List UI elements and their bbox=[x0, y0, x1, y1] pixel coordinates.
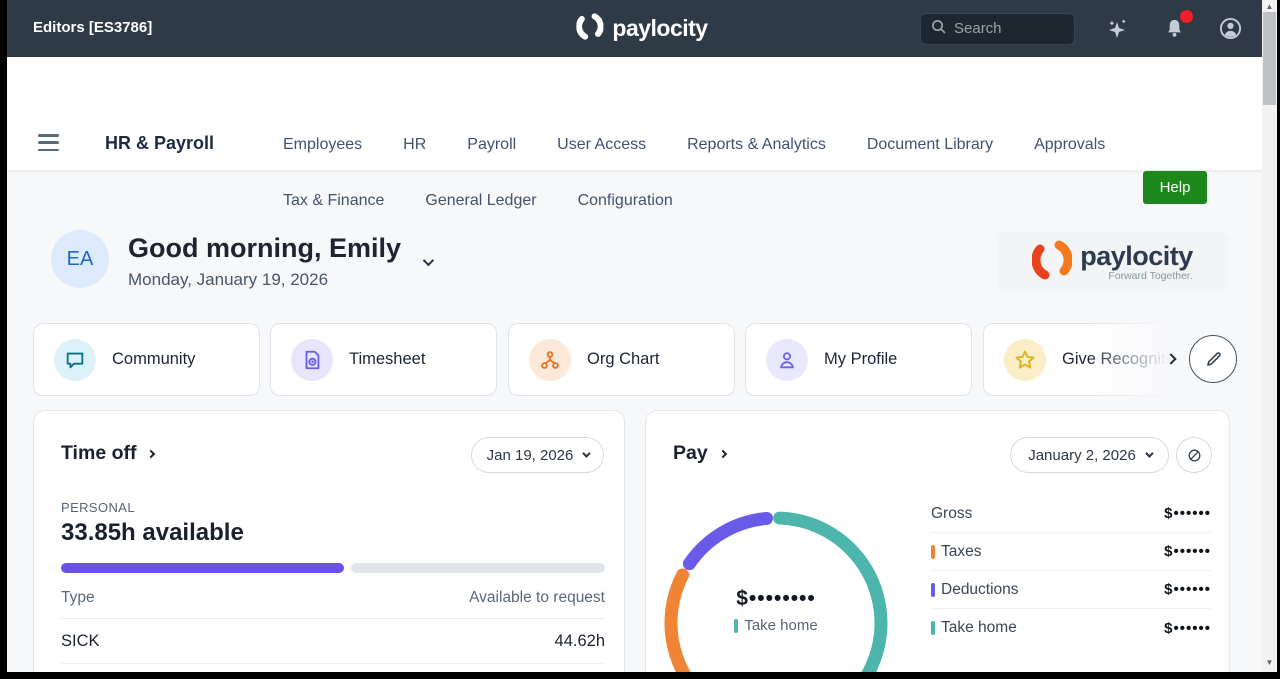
donut-center: $•••••••• Take home bbox=[646, 587, 906, 634]
scrollbar-thumb[interactable] bbox=[1263, 12, 1276, 105]
progress-fill bbox=[61, 563, 344, 573]
column-available: Available to request bbox=[469, 589, 605, 606]
table-row-unpaid: UNPAID 0.00h bbox=[61, 664, 605, 672]
time-off-title-link[interactable]: Time off bbox=[61, 442, 156, 465]
edit-quick-links-button[interactable] bbox=[1189, 335, 1237, 383]
nav-item-document-library[interactable]: Document Library bbox=[866, 136, 994, 153]
scroll-down-arrow[interactable]: ▼ bbox=[1265, 658, 1274, 667]
nav-item-payroll[interactable]: Payroll bbox=[467, 136, 517, 153]
nav-item-general-ledger[interactable]: General Ledger bbox=[425, 192, 537, 209]
time-off-date-dropdown[interactable]: Jan 19, 2026 bbox=[471, 437, 604, 473]
environment-label: Editors [ES3786] bbox=[33, 19, 153, 36]
help-button[interactable]: Help bbox=[1143, 171, 1207, 204]
hide-amounts-toggle[interactable] bbox=[1176, 437, 1212, 473]
pay-date-dropdown[interactable]: January 2, 2026 bbox=[1010, 437, 1169, 473]
chevron-right-icon bbox=[147, 449, 156, 458]
chevron-down-icon bbox=[1144, 449, 1154, 458]
progress-rest bbox=[350, 563, 605, 573]
nav-title: HR & Payroll bbox=[105, 133, 215, 153]
browser-viewport: Editors [ES3786] paylocity bbox=[7, 0, 1277, 672]
nav-item-employees[interactable]: Employees bbox=[283, 136, 363, 153]
pay-title-link[interactable]: Pay bbox=[673, 442, 727, 465]
legend-row-deductions: Deductions $•••••• bbox=[931, 571, 1211, 609]
quick-link-my-profile[interactable]: My Profile bbox=[745, 323, 972, 396]
account-icon[interactable] bbox=[1217, 16, 1243, 42]
hamburger-menu-icon[interactable] bbox=[38, 134, 59, 151]
paylocity-swirl-orange-icon bbox=[1031, 240, 1073, 285]
ai-sparkle-icon[interactable] bbox=[1105, 16, 1131, 42]
paylocity-wordmark: paylocity bbox=[612, 15, 708, 41]
column-type: Type bbox=[61, 589, 95, 606]
nav-item-approvals[interactable]: Approvals bbox=[1034, 136, 1106, 153]
pay-legend: Gross $•••••• Taxes $•••••• Deductions $… bbox=[931, 495, 1211, 647]
nav-item-configuration[interactable]: Configuration bbox=[577, 192, 673, 209]
star-icon bbox=[1004, 338, 1046, 381]
nav-item-hr[interactable]: HR bbox=[403, 136, 427, 153]
quick-link-timesheet[interactable]: Timesheet bbox=[270, 323, 497, 396]
time-off-progress-bar bbox=[61, 563, 605, 573]
scrollbar[interactable]: ▲ ▼ bbox=[1262, 0, 1277, 672]
taxes-tick bbox=[931, 544, 935, 559]
paylocity-logo: paylocity bbox=[576, 0, 708, 57]
user-avatar: EA bbox=[51, 230, 109, 288]
time-off-available: 33.85h available bbox=[61, 519, 244, 546]
brand-card-tagline: Forward Together. bbox=[1108, 269, 1193, 282]
deductions-tick bbox=[931, 582, 935, 597]
brand-card-wordmark: paylocity bbox=[1080, 240, 1193, 271]
pay-donut-chart bbox=[646, 493, 906, 672]
time-off-table: Type Available to request SICK 44.62h UN… bbox=[61, 589, 605, 672]
paylocity-brand-card: paylocity Forward Together. bbox=[997, 232, 1228, 292]
legend-row-gross: Gross $•••••• bbox=[931, 495, 1211, 533]
quick-link-community[interactable]: Community bbox=[33, 323, 260, 396]
nav-item-user-access[interactable]: User Access bbox=[557, 136, 647, 153]
nav-item-tax-finance[interactable]: Tax & Finance bbox=[283, 192, 385, 209]
time-off-category: PERSONAL bbox=[61, 500, 136, 515]
notification-badge bbox=[1180, 9, 1193, 23]
chat-bubble-icon bbox=[54, 338, 96, 381]
search-icon bbox=[931, 19, 946, 39]
take-home-tick bbox=[734, 618, 739, 633]
notifications-bell-icon[interactable] bbox=[1161, 9, 1193, 42]
legend-row-taxes: Taxes $•••••• bbox=[931, 533, 1211, 571]
greeting-date: Monday, January 19, 2026 bbox=[128, 270, 329, 289]
search-box[interactable] bbox=[920, 12, 1075, 45]
main-nav: HR & Payroll Employees HR Payroll User A… bbox=[7, 57, 1277, 209]
person-icon bbox=[766, 338, 808, 381]
scroll-up-arrow[interactable]: ▲ bbox=[1265, 2, 1274, 11]
take-home-tick bbox=[931, 621, 935, 635]
nav-item-reports-analytics[interactable]: Reports & Analytics bbox=[687, 136, 826, 153]
chevron-down-icon bbox=[582, 449, 592, 458]
greeting-chevron-down-icon[interactable] bbox=[422, 253, 435, 271]
paylocity-swirl-icon bbox=[576, 12, 604, 45]
carousel-next-icon[interactable] bbox=[1165, 350, 1187, 370]
take-home-amount-masked: $•••••••• bbox=[736, 587, 816, 610]
chevron-right-icon bbox=[718, 449, 727, 458]
table-row-sick: SICK 44.62h bbox=[61, 619, 605, 664]
app-header: Editors [ES3786] paylocity bbox=[7, 0, 1277, 57]
legend-row-take-home: Take home $•••••• bbox=[931, 609, 1211, 647]
greeting-title: Good morning, Emily bbox=[128, 233, 402, 263]
timesheet-document-icon bbox=[291, 338, 333, 381]
time-off-card: Time off Jan 19, 2026 PERSONAL 33.85h av… bbox=[33, 410, 625, 672]
quick-link-org-chart[interactable]: Org Chart bbox=[508, 323, 735, 396]
org-chart-icon bbox=[529, 338, 571, 381]
pay-card: Pay January 2, 2026 $•••••••• Take home … bbox=[645, 410, 1230, 672]
search-input[interactable] bbox=[954, 20, 1054, 37]
